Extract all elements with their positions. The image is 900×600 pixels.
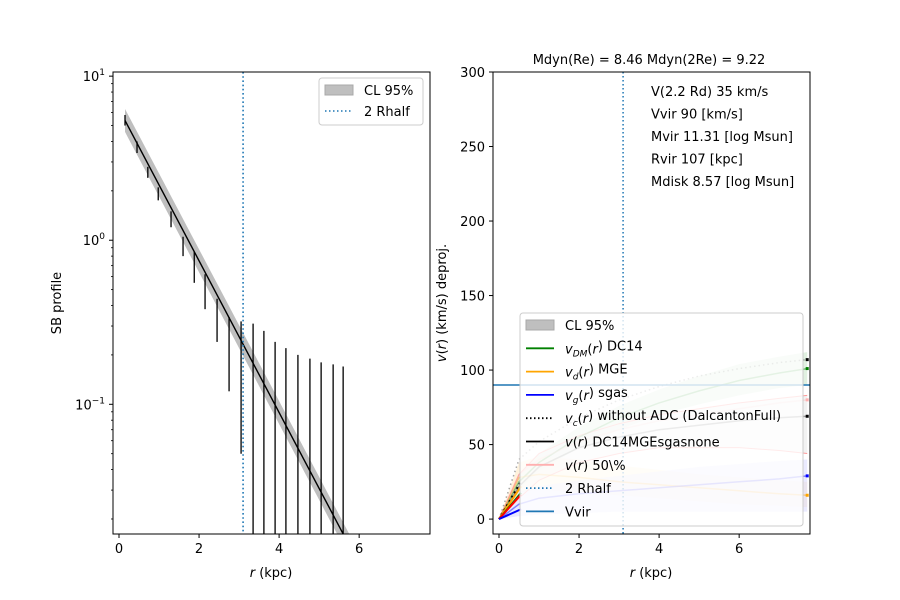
- right-legend: CL 95% vDM(r) DC14 vd(r) MGE vg(r) sgas vc(r…: [519, 312, 804, 527]
- left-model-curve: [124, 120, 344, 535]
- right-y-tick-label: 0: [477, 513, 485, 528]
- inner-series-segment: [498, 493, 522, 520]
- right-x-label-unit: (kpc): [635, 566, 672, 581]
- right-annotation: Rvir 107 [kpc]: [651, 153, 743, 168]
- right-annotation: Vvir 90 [km/s]: [651, 108, 743, 123]
- left-x-label-var: r: [250, 566, 257, 581]
- left-x-tick-label: 4: [275, 542, 283, 557]
- left-y-label: SB profile: [50, 272, 65, 334]
- right-y-label-rest: ) (km/s) deproj.: [435, 244, 450, 344]
- right-y-tick-label: 150: [460, 290, 485, 305]
- left-errorbars: [124, 114, 344, 534]
- right-legend-label: CL 95%: [565, 319, 614, 334]
- right-x-tick-label: 4: [655, 542, 663, 557]
- right-y-label-paren1: (: [435, 349, 450, 354]
- left-axes-frame: [112, 71, 431, 535]
- right-legend-label: vd(r) MGE: [565, 363, 628, 383]
- right-x-label: r (kpc): [630, 566, 673, 581]
- right-x-label-var: r: [630, 566, 637, 581]
- series-end-marker: [805, 414, 809, 418]
- right-y-tick-label: 50: [468, 439, 485, 454]
- right-x-tick-label: 2: [575, 542, 583, 557]
- left-x-tick-label: 0: [115, 542, 123, 557]
- left-y-ticks: 101 100 10−1: [75, 68, 113, 520]
- right-legend-label: vc(r) without ADC (DalcantonFull): [565, 409, 781, 429]
- right-panel: 0 2 4 6 0 50 100 150 200 250 300 Mdyn(Re) = 8.46 …: [435, 53, 811, 581]
- right-x-tick-label: 0: [495, 542, 503, 557]
- right-y-tick-label: 100: [460, 364, 485, 379]
- left-model-line: [124, 120, 344, 535]
- series-end-marker: [805, 367, 809, 371]
- inner-series-segment: [498, 508, 522, 521]
- left-legend: CL 95% 2 Rhalf: [318, 77, 424, 126]
- left-y-tick-label: 10−1: [75, 396, 105, 413]
- right-y-tick-label: 250: [460, 141, 485, 156]
- left-x-tick-label: 6: [355, 542, 363, 557]
- right-legend-label: 2 Rhalf: [565, 482, 611, 497]
- right-annotation: V(2.2 Rd) 35 km/s: [651, 85, 769, 100]
- right-annotation: Mvir 11.31 [log Msun]: [651, 130, 793, 145]
- series-end-marker: [805, 474, 809, 478]
- right-x-ticks: 0 2 4 6: [495, 534, 743, 557]
- left-cl-band: [125, 108, 350, 534]
- left-x-label: r (kpc): [250, 566, 293, 581]
- series-end-marker: [805, 493, 809, 497]
- right-y-tick-label: 200: [460, 215, 485, 230]
- right-y-ticks: 0 50 100 150 200 250 300: [460, 66, 493, 528]
- left-y-tick-label: 100: [83, 232, 106, 249]
- right-legend-label: vDM(r) DC14: [565, 339, 643, 359]
- left-legend-patch-cl: [324, 84, 354, 96]
- right-axes-frame: [492, 71, 811, 535]
- right-title: Mdyn(Re) = 8.46 Mdyn(2Re) = 9.22: [533, 53, 766, 68]
- right-y-label-var: v: [435, 354, 450, 362]
- right-legend-patch: [525, 319, 555, 331]
- left-x-tick-label: 2: [195, 542, 203, 557]
- series-end-marker: [805, 398, 809, 402]
- left-x-ticks: 0 2 4 6: [115, 534, 363, 557]
- right-legend-label: vg(r) sgas: [565, 386, 628, 406]
- right-annotation: Mdisk 8.57 [log Msun]: [651, 175, 794, 190]
- right-y-label: v(r) (km/s) deproj.: [435, 244, 450, 362]
- left-panel: 0 2 4 6 101 100 10−1 r (kpc) SB profile CL 95…: [50, 68, 431, 581]
- left-cl-band-area: [125, 108, 350, 534]
- right-y-tick-label: 300: [460, 66, 485, 81]
- right-legend-label: v(r) DC14MGEsgasnone: [565, 436, 720, 451]
- left-legend-cl: CL 95%: [364, 84, 413, 99]
- series-end-marker: [805, 358, 809, 362]
- left-y-tick-label: 101: [83, 68, 105, 85]
- left-legend-rhalf: 2 Rhalf: [364, 105, 410, 120]
- inner-series-segment: [498, 480, 522, 520]
- right-x-tick-label: 6: [735, 542, 743, 557]
- right-y-label-r: r: [435, 342, 450, 349]
- left-x-label-unit: (kpc): [255, 566, 292, 581]
- right-legend-label: v(r) 50\%: [565, 459, 626, 474]
- right-annotations: V(2.2 Rd) 35 km/s Vvir 90 [km/s] Mvir 11.3…: [651, 85, 794, 190]
- right-legend-label: Vvir: [565, 505, 591, 520]
- right-legend-frame: [519, 312, 804, 527]
